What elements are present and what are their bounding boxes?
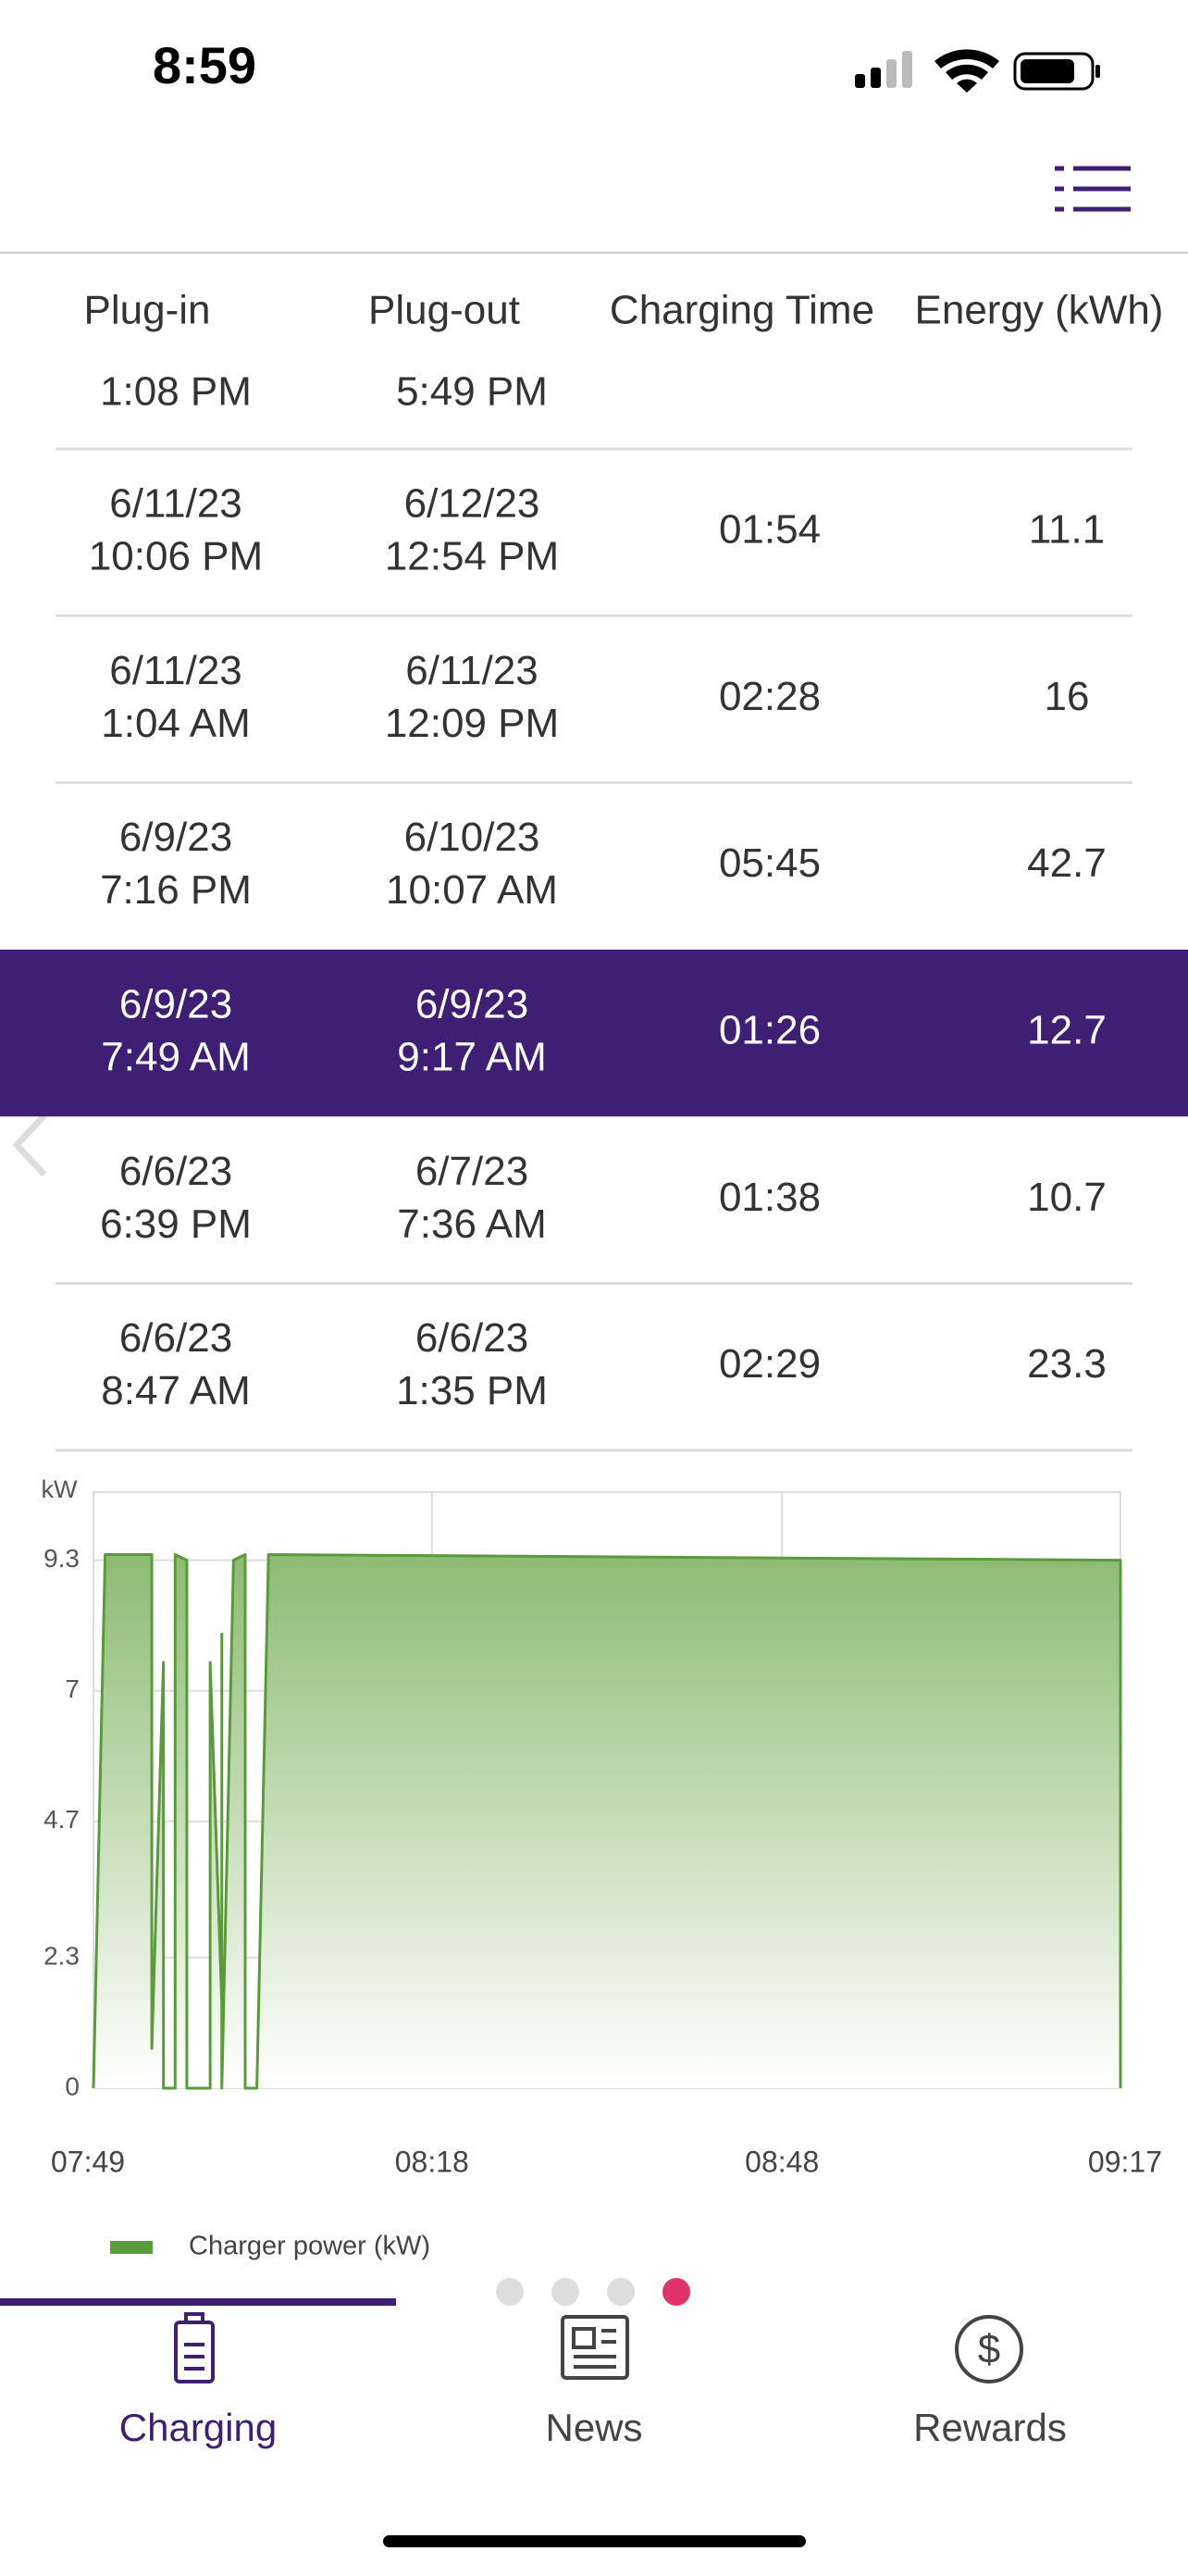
clock: 8:59 (153, 36, 256, 94)
table-cell: 5:49 PM (396, 369, 548, 415)
table-cell: 12:09 PM (385, 701, 559, 746)
table-cell: 6/10/23 (404, 815, 540, 860)
news-icon (561, 2315, 629, 2380)
table-cell: 1:08 PM (100, 369, 252, 415)
table-cell: 6/6/23 (415, 1315, 528, 1361)
table-cell: 05:45 (719, 840, 821, 886)
tab-label[interactable]: Charging (119, 2406, 277, 2449)
table-cell: 6:39 PM (100, 1201, 252, 1247)
tab-label[interactable]: News (545, 2406, 642, 2449)
table-cell: 12:54 PM (385, 534, 559, 579)
legend-label: Charger power (kW) (189, 2232, 430, 2261)
table-cell: 23.3 (1027, 1341, 1107, 1387)
table-cell: 11.1 (1029, 507, 1105, 553)
line (92, 1552, 1122, 2090)
y-tick-label: 0 (65, 2072, 80, 2100)
area-fill (93, 1554, 1120, 2088)
x-tick-label: 08:48 (745, 2145, 819, 2178)
home-indicator (383, 2535, 806, 2547)
table-cell: 42.7 (1027, 840, 1107, 886)
rewards-icon: $ (955, 2315, 1023, 2383)
table-row[interactable]: 6/11/23 1:04 AM 6/11/23 12:09 PM 02:28 16 (101, 648, 1089, 746)
table-cell: 8:47 AM (101, 1368, 250, 1413)
svg-text:$: $ (978, 2327, 1000, 2372)
tab-label[interactable]: Rewards (913, 2406, 1067, 2449)
table-cell: 6/11/23 (109, 481, 242, 527)
table-cell: 6/6/23 (119, 1315, 232, 1361)
table-cell: 12.7 (1027, 1008, 1107, 1053)
menu-button[interactable] (1055, 166, 1131, 212)
table-cell: 01:26 (719, 1008, 821, 1053)
column-header: Plug-out (368, 288, 520, 333)
table-cell: 6/11/23 (109, 648, 242, 693)
battery-icon (174, 2312, 215, 2383)
table-cell: 1:35 PM (396, 1368, 548, 1413)
table-cell: 10.7 (1027, 1175, 1107, 1220)
legend-swatch (110, 2241, 153, 2254)
table-cell: 6/9/23 (119, 982, 232, 1027)
chart: kW 0 2.3 4.7 7 9.3 07:49 08:18 08:48 09:17 Charger… (42, 1475, 1162, 2261)
table-row[interactable]: 6/9/23 7:49 AM 6/9/23 9:17 AM 01:26 12.7 (0, 949, 1188, 1117)
table-row[interactable]: 6/6/23 8:47 AM 6/6/23 1:35 PM 02:29 23.3 (101, 1315, 1107, 1413)
table-row[interactable]: 6/9/23 7:16 PM 6/10/23 10:07 AM 05:45 42.7 (100, 815, 1107, 913)
x-tick-label: 08:18 (395, 2145, 469, 2178)
table-cell: 7:49 AM (101, 1035, 250, 1080)
table-cell: 9:17 AM (397, 1035, 546, 1080)
prev-arrow[interactable] (12, 1113, 47, 1177)
y-tick-label: 2.3 (43, 1941, 80, 1970)
y-tick-label: 7 (65, 1674, 80, 1703)
table-cell: 7:36 AM (397, 1201, 546, 1247)
table-row[interactable]: 6/11/23 10:06 PM 6/12/23 12:54 PM 01:54 11.1 (89, 481, 1105, 579)
table-cell: 6/7/23 (415, 1149, 528, 1194)
y-axis-label: kW (42, 1475, 79, 1503)
table-cell: 6/9/23 (119, 815, 232, 860)
table-cell: 6/11/23 (405, 648, 538, 693)
column-header: Plug-in (84, 288, 211, 333)
status-icons (855, 49, 1100, 93)
table-cell: 02:28 (719, 674, 821, 719)
column-header: Charging Time (610, 288, 874, 333)
table-cell: 7:16 PM (100, 867, 252, 913)
column-header: Energy (kWh) (915, 288, 1164, 333)
tab-bar: $ Charging News Rewards (0, 2298, 1067, 2449)
page-dots (496, 2278, 690, 2306)
table-cell: 02:29 (719, 1341, 821, 1387)
table-cell: 6/9/23 (415, 982, 528, 1027)
table-cell: 6/12/23 (404, 481, 540, 527)
x-tick-label: 09:17 (1088, 2145, 1162, 2178)
table-cell: 10:06 PM (89, 534, 263, 579)
table-cell: 6/6/23 (119, 1149, 232, 1194)
table-cell: 01:38 (719, 1175, 821, 1220)
table: Plug-in Plug-out Charging Time Energy (kWh)… (0, 288, 1188, 1452)
table-cell: 16 (1045, 674, 1090, 719)
tab-indicator (0, 2298, 396, 2306)
table-cell: 1:04 AM (101, 701, 250, 746)
table-cell: 10:07 AM (386, 867, 558, 913)
y-tick-label: 9.3 (43, 1544, 80, 1573)
table-cell: 01:54 (719, 507, 821, 553)
table-row[interactable]: 6/6/23 6:39 PM 6/7/23 7:36 AM 01:38 10.7 (100, 1149, 1107, 1247)
x-tick-label: 07:49 (51, 2145, 125, 2178)
y-tick-label: 4.7 (43, 1805, 80, 1834)
row-highlight (0, 949, 1188, 1117)
